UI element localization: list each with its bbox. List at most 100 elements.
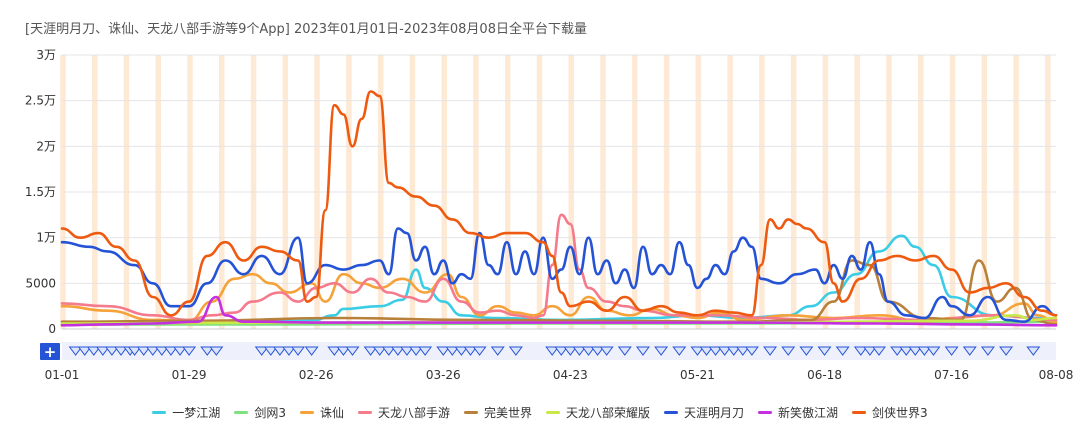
event-marker-icon[interactable] bbox=[345, 346, 360, 356]
event-marker-icon[interactable] bbox=[735, 346, 750, 356]
event-marker-icon[interactable] bbox=[817, 346, 832, 356]
event-marker-icon[interactable] bbox=[272, 346, 287, 356]
event-marker-icon[interactable] bbox=[962, 346, 977, 356]
event-marker-icon[interactable] bbox=[182, 346, 197, 356]
event-marker-icon[interactable] bbox=[926, 346, 941, 356]
event-marker-icon[interactable] bbox=[463, 346, 478, 356]
x-tick-label: 01-29 bbox=[172, 368, 207, 382]
legend-item[interactable]: 剑网3 bbox=[234, 404, 286, 421]
event-marker-icon[interactable] bbox=[726, 346, 741, 356]
chart-title: [天涯明月刀、诛仙、天龙八部手游等9个App] 2023年01月01日-2023… bbox=[25, 22, 587, 37]
legend-label: 完美世界 bbox=[483, 406, 532, 420]
event-marker-icon[interactable] bbox=[291, 346, 306, 356]
event-marker-icon[interactable] bbox=[390, 346, 405, 356]
event-marker-icon[interactable] bbox=[508, 346, 523, 356]
event-marker-icon[interactable] bbox=[114, 346, 129, 356]
event-marker-icon[interactable] bbox=[399, 346, 414, 356]
event-marker-icon[interactable] bbox=[853, 346, 868, 356]
legend-item[interactable]: 完美世界 bbox=[463, 404, 532, 421]
event-marker-icon[interactable] bbox=[200, 346, 215, 356]
event-marker-icon[interactable] bbox=[136, 346, 151, 356]
legend-item[interactable]: 天涯明月刀 bbox=[664, 404, 744, 421]
event-marker-icon[interactable] bbox=[472, 346, 487, 356]
event-marker-icon[interactable] bbox=[363, 346, 378, 356]
series-line-一梦江湖[interactable] bbox=[60, 234, 1058, 325]
event-marker-icon[interactable] bbox=[690, 346, 705, 356]
event-marker-icon[interactable] bbox=[86, 346, 101, 356]
event-marker-icon[interactable] bbox=[699, 346, 714, 356]
legend-swatch bbox=[357, 411, 372, 414]
event-marker-icon[interactable] bbox=[490, 346, 505, 356]
timeline-add-label: + bbox=[44, 343, 57, 361]
legend-item[interactable]: 新笑傲江湖 bbox=[758, 404, 838, 421]
legend-item[interactable]: 诛仙 bbox=[299, 404, 344, 421]
legend: 一梦江湖 剑网3 诛仙 天龙八部手游 完美世界 天龙八部荣耀版 天涯明月刀 新笑傲江湖 剑侠世界… bbox=[0, 404, 1080, 421]
event-marker-icon[interactable] bbox=[590, 346, 605, 356]
event-marker-icon[interactable] bbox=[581, 346, 596, 356]
event-marker-icon[interactable] bbox=[263, 346, 278, 356]
event-marker-icon[interactable] bbox=[77, 346, 92, 356]
event-marker-icon[interactable] bbox=[436, 346, 451, 356]
event-marker-icon[interactable] bbox=[545, 346, 560, 356]
event-marker-icon[interactable] bbox=[209, 346, 224, 356]
legend-item[interactable]: 一梦江湖 bbox=[152, 404, 220, 421]
event-marker-icon[interactable] bbox=[281, 346, 296, 356]
event-marker-icon[interactable] bbox=[409, 346, 424, 356]
legend-label: 剑侠世界3 bbox=[872, 406, 928, 420]
event-marker-icon[interactable] bbox=[254, 346, 269, 356]
event-marker-icon[interactable] bbox=[563, 346, 578, 356]
series-line-天涯明月刀[interactable] bbox=[60, 227, 1058, 323]
event-marker-icon[interactable] bbox=[127, 346, 142, 356]
event-marker-icon[interactable] bbox=[173, 346, 188, 356]
event-marker-icon[interactable] bbox=[654, 346, 669, 356]
event-marker-icon[interactable] bbox=[68, 346, 83, 356]
event-marker-icon[interactable] bbox=[163, 346, 178, 356]
event-marker-icon[interactable] bbox=[572, 346, 587, 356]
event-marker-icon[interactable] bbox=[862, 346, 877, 356]
event-marker-icon[interactable] bbox=[104, 346, 119, 356]
event-marker-icon[interactable] bbox=[154, 346, 169, 356]
event-marker-icon[interactable] bbox=[799, 346, 814, 356]
event-marker-icon[interactable] bbox=[917, 346, 932, 356]
event-marker-icon[interactable] bbox=[445, 346, 460, 356]
legend-swatch bbox=[152, 411, 167, 414]
y-tick-label: 3万 bbox=[36, 48, 56, 62]
event-marker-icon[interactable] bbox=[381, 346, 396, 356]
event-marker-icon[interactable] bbox=[890, 346, 905, 356]
x-tick-label: 08-08 bbox=[1039, 368, 1074, 382]
event-marker-icon[interactable] bbox=[635, 346, 650, 356]
event-marker-icon[interactable] bbox=[899, 346, 914, 356]
event-marker-icon[interactable] bbox=[454, 346, 469, 356]
event-marker-icon[interactable] bbox=[372, 346, 387, 356]
event-marker-icon[interactable] bbox=[871, 346, 886, 356]
event-marker-icon[interactable] bbox=[763, 346, 778, 356]
event-marker-icon[interactable] bbox=[980, 346, 995, 356]
event-marker-icon[interactable] bbox=[835, 346, 850, 356]
event-marker-icon[interactable] bbox=[908, 346, 923, 356]
event-marker-icon[interactable] bbox=[336, 346, 351, 356]
legend-label: 天涯明月刀 bbox=[684, 406, 745, 420]
event-marker-icon[interactable] bbox=[327, 346, 342, 356]
event-marker-icon[interactable] bbox=[554, 346, 569, 356]
event-marker-icon[interactable] bbox=[95, 346, 110, 356]
event-marker-icon[interactable] bbox=[418, 346, 433, 356]
event-marker-icon[interactable] bbox=[617, 346, 632, 356]
timeline-add-button[interactable] bbox=[40, 343, 60, 360]
event-marker-icon[interactable] bbox=[304, 346, 319, 356]
event-marker-icon[interactable] bbox=[145, 346, 160, 356]
legend-item[interactable]: 剑侠世界3 bbox=[852, 404, 928, 421]
legend-item[interactable]: 天龙八部手游 bbox=[357, 404, 450, 421]
series-line-天龙八部手游[interactable] bbox=[60, 213, 1058, 322]
series-line-新笑傲江湖[interactable] bbox=[60, 295, 1058, 327]
event-marker-icon[interactable] bbox=[999, 346, 1014, 356]
event-marker-icon[interactable] bbox=[1026, 346, 1041, 356]
series-line-剑侠世界3[interactable] bbox=[60, 90, 1058, 317]
event-marker-icon[interactable] bbox=[708, 346, 723, 356]
legend-item[interactable]: 天龙八部荣耀版 bbox=[546, 404, 650, 421]
event-marker-icon[interactable] bbox=[781, 346, 796, 356]
event-marker-icon[interactable] bbox=[672, 346, 687, 356]
event-marker-icon[interactable] bbox=[717, 346, 732, 356]
event-marker-icon[interactable] bbox=[944, 346, 959, 356]
event-marker-icon[interactable] bbox=[744, 346, 759, 356]
event-marker-icon[interactable] bbox=[599, 346, 614, 356]
